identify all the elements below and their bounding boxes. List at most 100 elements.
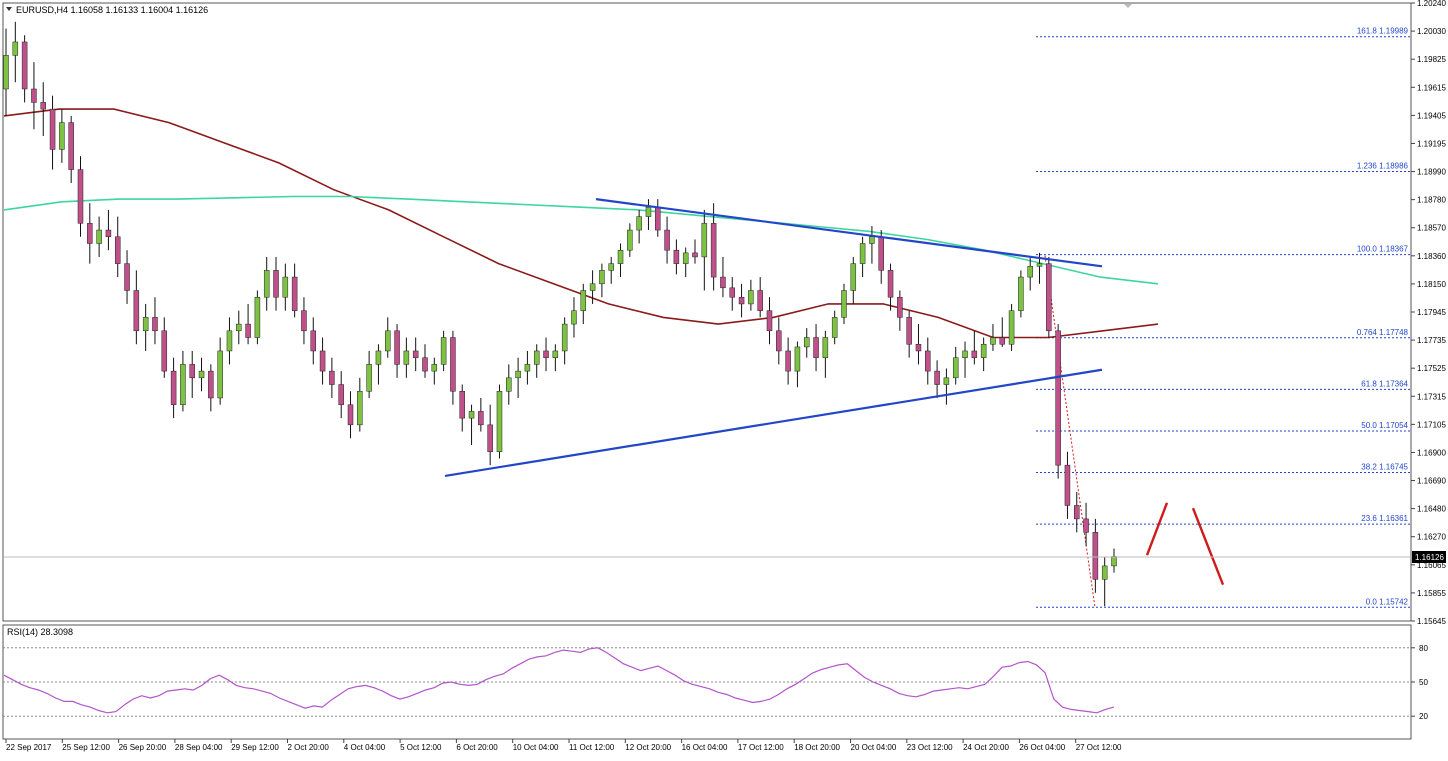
bull-candle <box>552 350 559 358</box>
time-tick-label: 24 Oct 20:00 <box>963 743 1009 752</box>
time-tick-label: 4 Oct 04:00 <box>344 743 386 752</box>
bull-candle <box>990 337 996 345</box>
bear-candle <box>394 330 400 365</box>
price-tick-label: 1.17735 <box>1417 336 1446 345</box>
bear-candle <box>1046 263 1052 332</box>
price-tick-label: 1.16900 <box>1417 448 1446 457</box>
price-tick-label: 1.19825 <box>1417 55 1446 64</box>
bear-candle <box>776 330 782 352</box>
bear-candle <box>291 276 298 311</box>
bear-candle <box>543 350 549 358</box>
bull-candle <box>533 350 540 365</box>
bull-candle <box>617 249 624 264</box>
bull-candle <box>580 290 587 311</box>
bull-candle <box>282 276 289 298</box>
price-tick-label: 1.15645 <box>1417 617 1446 626</box>
bull-candle <box>496 391 503 452</box>
bear-candle <box>738 296 745 305</box>
bear-candle <box>412 350 419 358</box>
price-axis: 1.20240 1.20030 1.19825 1.19615 1.19405 1.191… <box>1411 0 1446 721</box>
bear-candle <box>329 370 335 385</box>
bull-candle <box>515 370 521 379</box>
bear-candle <box>124 263 130 291</box>
projection-up-stroke <box>1145 502 1169 556</box>
bull-candle <box>748 290 754 305</box>
bear-candle <box>999 337 1006 345</box>
bear-candle <box>1055 330 1061 466</box>
bull-candle <box>645 206 652 217</box>
price-tick-label: 1.16270 <box>1417 533 1446 542</box>
bear-candle <box>897 296 903 318</box>
bull-candle <box>608 263 614 271</box>
bear-candle <box>77 169 84 224</box>
bull-candle <box>952 357 959 379</box>
scroll-marker-icon[interactable] <box>1124 4 1132 8</box>
bear-candle <box>478 411 484 426</box>
time-tick-label: 26 Oct 04:00 <box>1019 743 1065 752</box>
support-trendline <box>444 368 1103 477</box>
candlesticks <box>3 21 1117 607</box>
bull-candle <box>217 350 223 399</box>
bull-candle <box>142 317 149 332</box>
bull-candle <box>440 337 447 365</box>
fib-level-label: 0.0 1.15742 <box>1366 597 1409 606</box>
fib-level-label: 50.0 1.17054 <box>1361 421 1408 430</box>
bear-candle <box>189 364 195 379</box>
bear-candle <box>692 252 698 258</box>
trendlines <box>444 198 1103 477</box>
bull-candle <box>254 296 261 338</box>
bull-candle <box>1018 276 1024 311</box>
time-tick-label: 6 Oct 20:00 <box>456 743 498 752</box>
current-price-label: 1.16126 <box>1415 553 1444 562</box>
bear-candle <box>319 350 326 372</box>
projection-arrows <box>1145 502 1225 586</box>
bull-candle <box>357 391 363 426</box>
price-tick-label: 1.18360 <box>1417 252 1446 261</box>
price-tick-label: 1.18780 <box>1417 196 1446 205</box>
price-tick-label: 1.20030 <box>1417 27 1446 36</box>
bull-candle <box>263 270 270 298</box>
bull-candle <box>803 337 810 348</box>
bear-candle <box>720 276 726 289</box>
price-tick-label: 1.18990 <box>1417 168 1446 177</box>
bull-candle <box>962 350 968 358</box>
bear-candle <box>813 337 819 358</box>
bull-candle <box>841 290 847 318</box>
bull-candle <box>403 350 410 365</box>
bear-candle <box>49 108 56 150</box>
price-tick-label: 1.17315 <box>1417 392 1446 401</box>
time-tick-label: 12 Oct 20:00 <box>625 743 671 752</box>
fib-anchor-line <box>1044 255 1096 608</box>
bear-candle <box>766 310 773 332</box>
bear-candle <box>21 41 28 90</box>
time-tick-label: 5 Oct 12:00 <box>400 743 442 752</box>
time-tick-label: 23 Oct 12:00 <box>907 743 953 752</box>
bear-candle <box>40 102 46 110</box>
rsi-indicator <box>3 4 1411 717</box>
fib-level-label: 61.8 1.17364 <box>1361 379 1408 388</box>
rsi-tick-label: 80 <box>1419 644 1428 653</box>
time-tick-label: 26 Sep 20:00 <box>119 743 167 752</box>
bear-candle <box>347 404 354 426</box>
bear-candle <box>161 330 168 372</box>
bear-candle <box>971 350 978 358</box>
price-tick-label: 1.17105 <box>1417 420 1446 429</box>
bear-candle <box>1074 505 1080 520</box>
bear-candle <box>925 350 931 372</box>
time-tick-label: 18 Oct 20:00 <box>794 743 840 752</box>
bear-candle <box>934 370 940 385</box>
bear-candle <box>664 229 670 251</box>
bull-candle <box>822 337 829 358</box>
time-tick-label: 28 Sep 04:00 <box>175 743 223 752</box>
bull-candle <box>589 283 596 291</box>
bull-candle <box>468 411 475 419</box>
price-tick-label: 1.15855 <box>1417 589 1446 598</box>
bull-candle <box>831 317 838 338</box>
bull-candle <box>571 310 577 325</box>
bull-candle <box>384 330 391 352</box>
symbol-dropdown-icon[interactable] <box>6 7 12 11</box>
time-axis: 22 Sep 2017 25 Sep 12:00 26 Sep 20:00 28 Se… <box>5 739 1122 752</box>
